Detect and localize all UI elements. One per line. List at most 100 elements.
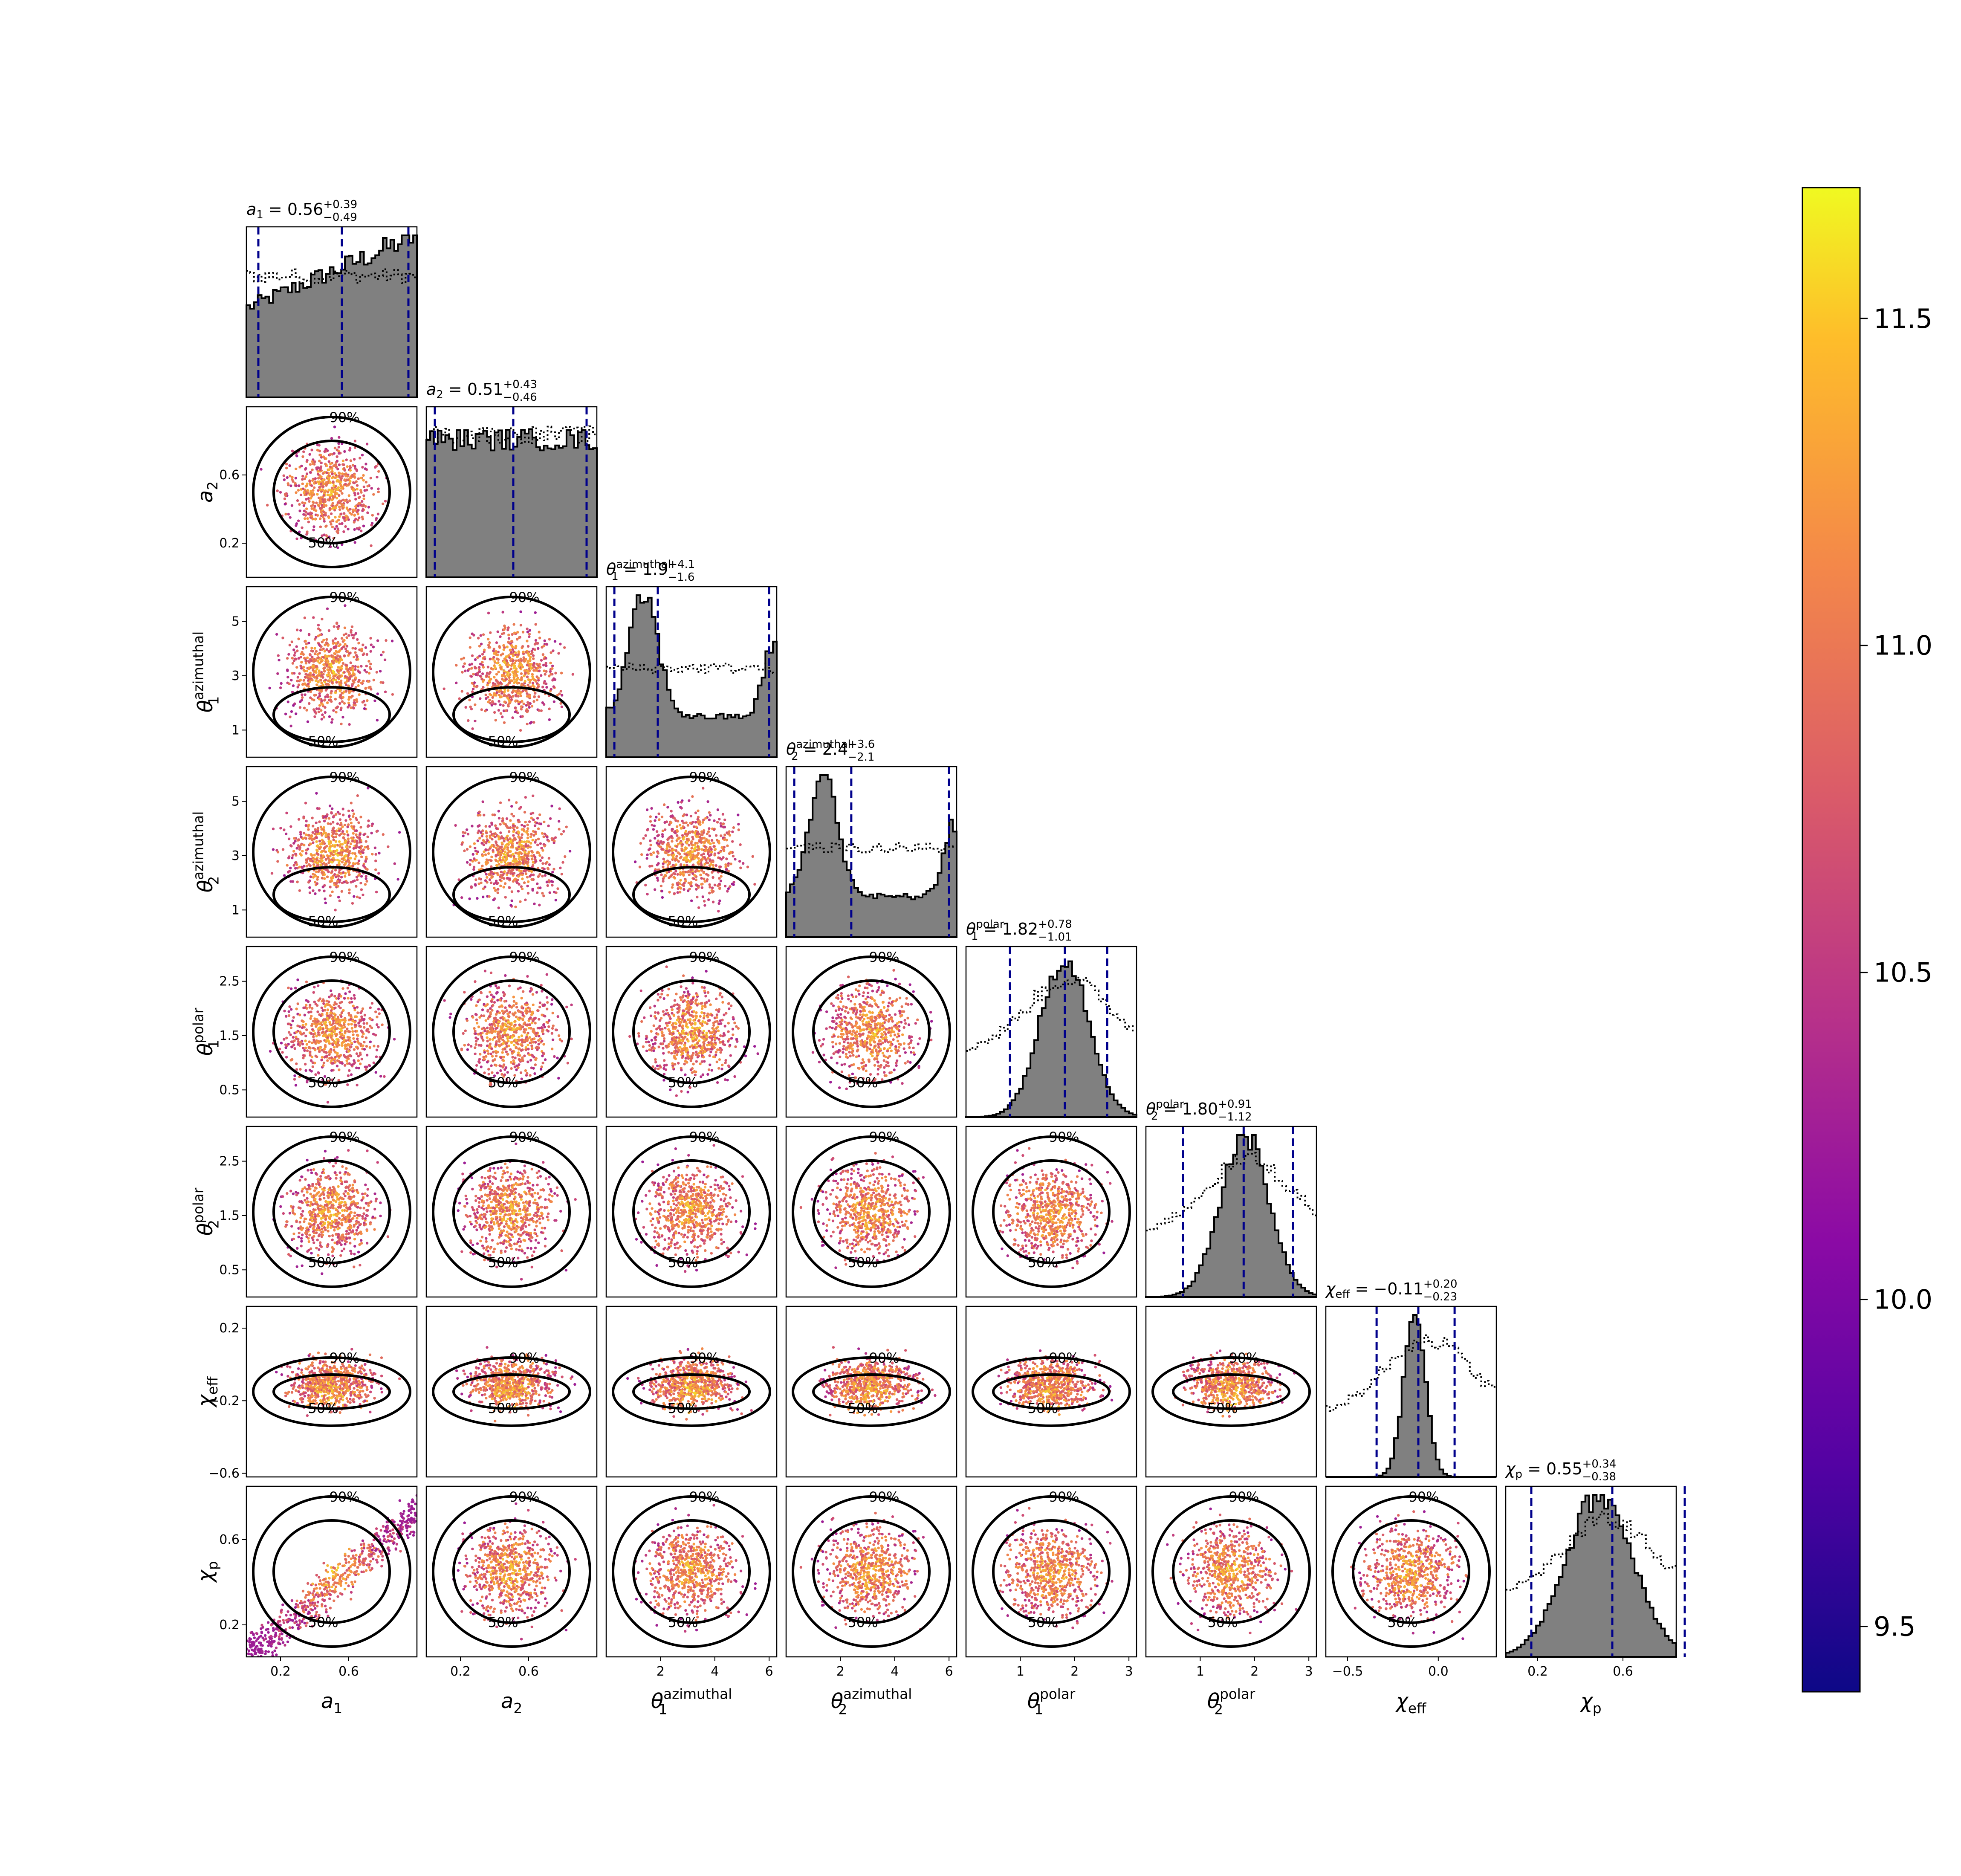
ylabel-theta1_pol: θpolar1 bbox=[190, 1007, 222, 1056]
contour-50-chi_p-theta1_az bbox=[632, 1519, 751, 1624]
scatter-chi_eff-a1: 50% 90% bbox=[252, 1348, 411, 1427]
xtick-theta2_az: 6 bbox=[945, 1664, 953, 1679]
histogram-chi_p bbox=[1505, 1494, 1677, 1658]
panel-frame bbox=[246, 946, 418, 1118]
contour-90-chi_eff-a1 bbox=[252, 1356, 411, 1427]
panel-frame bbox=[605, 1126, 778, 1298]
contour-label-50: 50% bbox=[668, 1254, 698, 1271]
histogram-a2 bbox=[425, 428, 598, 578]
contour-label-50: 50% bbox=[488, 733, 518, 750]
colorbar-tick: 11.5 bbox=[1874, 303, 1932, 334]
contour-label-90: 90% bbox=[689, 1350, 719, 1366]
panel-theta2_az-theta2_az: θazimuthal 2 = 2.4+3.6 −2.1 bbox=[785, 738, 957, 938]
panel-frame bbox=[965, 1306, 1137, 1478]
contour-label-50: 50% bbox=[308, 1400, 338, 1416]
contour-label-50: 50% bbox=[668, 1400, 698, 1416]
contour-label-50: 50% bbox=[308, 733, 338, 750]
panel-theta2_pol-theta1_pol: 50% 90% bbox=[965, 1126, 1137, 1298]
panel-a2-a1: 50% 90% 0.2 0.6a2 bbox=[194, 406, 418, 578]
scatter-chi_p-theta2_pol: 50% 90% bbox=[1151, 1489, 1311, 1648]
scatter-theta1_pol-a1: 50% 90% bbox=[252, 949, 411, 1108]
panel-frame bbox=[965, 1126, 1137, 1298]
contour-label-50: 50% bbox=[308, 1614, 338, 1630]
panel-frame bbox=[605, 1306, 778, 1478]
xtick-theta1_pol: 3 bbox=[1125, 1664, 1133, 1679]
panel-chi_p-chi_p: χp = 0.55+0.34 −0.38 0.2 0.6 χp bbox=[1505, 1458, 1686, 1717]
contour-50-chi_eff-a2 bbox=[452, 1373, 571, 1410]
contour-label-50: 50% bbox=[1027, 1254, 1058, 1271]
xlabel-theta1_az: θazimuthal 1 bbox=[651, 1686, 732, 1717]
histogram-a1 bbox=[246, 234, 418, 398]
contour-90-chi_p-chi_eff bbox=[1331, 1495, 1491, 1648]
xlabel-theta1_pol: θpolar 1 bbox=[1027, 1686, 1076, 1717]
contour-50-theta2_pol-theta2_az bbox=[812, 1159, 931, 1264]
contour-90-theta2_pol-a1 bbox=[252, 1135, 411, 1288]
scatter-chi_p-theta1_pol: 50% 90% bbox=[972, 1489, 1131, 1648]
panel-theta1_pol-theta1_az: 50% 90% bbox=[605, 946, 778, 1118]
ytick-chi_eff: −0.2 bbox=[208, 1393, 240, 1408]
panel-frame bbox=[785, 1306, 957, 1478]
panel-chi_p-theta2_az: 50% 90% 2 4 6 θazimuthal 2 bbox=[785, 1485, 957, 1717]
scatter-chi_p-chi_eff: 50% 90% bbox=[1331, 1489, 1491, 1648]
scatter-theta2_pol-theta1_pol: 50% 90% bbox=[972, 1129, 1131, 1288]
contour-50-theta1_az-a2 bbox=[452, 686, 571, 743]
contour-label-50: 50% bbox=[668, 1074, 698, 1091]
panel-frame bbox=[425, 406, 598, 578]
panel-theta2_az-a1: 50% 90% 1 3 5 θazimuthal2 bbox=[190, 766, 418, 938]
title-a2: a2 = 0.51+0.43 −0.46 bbox=[426, 378, 537, 404]
scatter-theta1_az-a1: 50% 90% bbox=[252, 589, 411, 750]
contour-90-theta2_pol-theta2_az bbox=[792, 1135, 951, 1288]
panel-chi_eff-a1: 50% 90% −0.6 −0.2 0.2 χeff bbox=[194, 1306, 418, 1481]
scatter-chi_eff-theta2_az: 50% 90% bbox=[792, 1346, 951, 1427]
scatter-theta1_az-a2: 50% 90% bbox=[432, 589, 591, 750]
ytick-theta2_pol: 0.5 bbox=[219, 1262, 240, 1277]
panel-frame bbox=[425, 1485, 598, 1658]
contour-label-50: 50% bbox=[1387, 1614, 1417, 1630]
contour-label-50: 50% bbox=[668, 913, 698, 929]
panel-frame bbox=[425, 1126, 598, 1298]
prior-histogram-theta2_pol bbox=[1146, 1152, 1316, 1232]
scatter-theta1_pol-theta2_az: 50% 90% bbox=[792, 949, 951, 1108]
contour-50-theta1_pol-a1 bbox=[272, 979, 391, 1084]
contour-90-chi_p-theta2_az bbox=[792, 1495, 951, 1648]
panel-frame bbox=[605, 946, 778, 1118]
contour-label-90: 90% bbox=[509, 949, 539, 965]
contour-50-chi_eff-a1 bbox=[272, 1373, 391, 1410]
ylabel-chi_eff: χeff bbox=[194, 1376, 221, 1408]
contour-90-theta1_pol-theta1_az bbox=[612, 955, 771, 1108]
ylabel-chi_p: χp bbox=[194, 1561, 221, 1583]
contour-label-50: 50% bbox=[308, 913, 338, 929]
contour-50-theta1_az-a1 bbox=[272, 686, 391, 743]
contour-90-chi_eff-theta2_az bbox=[792, 1356, 951, 1427]
panel-frame bbox=[605, 766, 778, 938]
xtick-chi_eff: −0.5 bbox=[1332, 1664, 1363, 1679]
panel-frame bbox=[605, 1485, 778, 1658]
panel-frame bbox=[1505, 1485, 1677, 1658]
panel-frame bbox=[1145, 1485, 1317, 1658]
ytick-theta2_az: 1 bbox=[231, 903, 240, 918]
contour-label-50: 50% bbox=[308, 535, 338, 551]
contour-label-50: 50% bbox=[308, 1074, 338, 1091]
panel-frame bbox=[1325, 1485, 1497, 1658]
scatter-chi_eff-a2: 50% 90% bbox=[432, 1346, 591, 1427]
contour-50-a2-a1 bbox=[272, 440, 391, 544]
scatter-theta2_pol-a2: 50% 90% bbox=[432, 1129, 591, 1288]
title-chi_eff: χeff = −0.11+0.20 −0.23 bbox=[1325, 1278, 1458, 1303]
panel-theta2_pol-a2: 50% 90% bbox=[425, 1126, 598, 1298]
contour-90-chi_p-a1 bbox=[252, 1495, 411, 1648]
scatter-theta2_az-theta1_az: 50% 90% bbox=[612, 769, 771, 929]
panel-frame bbox=[785, 1126, 957, 1298]
contour-50-theta1_pol-theta1_az bbox=[632, 979, 751, 1084]
contour-label-90: 90% bbox=[329, 1489, 359, 1505]
panel-chi_eff-a2: 50% 90% bbox=[425, 1306, 598, 1478]
prior-histogram-theta1_az bbox=[606, 662, 777, 675]
xtick-chi_p: 0.2 bbox=[1527, 1664, 1548, 1679]
scatter-theta2_pol-theta2_az: 50% 90% bbox=[792, 1129, 951, 1288]
xtick-a1: 0.6 bbox=[338, 1664, 359, 1679]
panel-frame bbox=[425, 946, 598, 1118]
contour-label-90: 90% bbox=[329, 589, 359, 605]
panel-chi_eff-theta2_az: 50% 90% bbox=[785, 1306, 957, 1478]
panel-frame bbox=[785, 946, 957, 1118]
contour-label-90: 90% bbox=[509, 769, 539, 785]
